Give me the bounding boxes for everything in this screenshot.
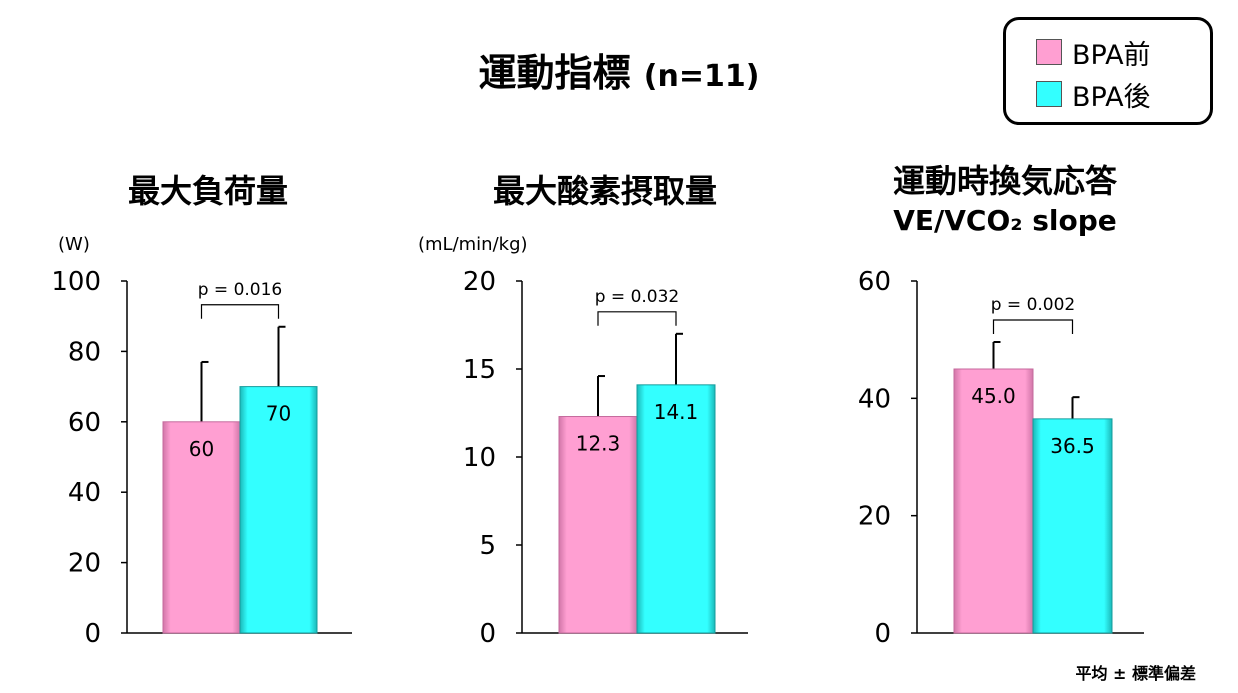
y-axis-label: (W) bbox=[58, 234, 90, 255]
legend-swatch-after bbox=[1036, 81, 1062, 107]
significance-bracket bbox=[992, 319, 1074, 335]
bar-value-label: 36.5 bbox=[1050, 434, 1095, 458]
footnote: 平均 ± 標準偏差 bbox=[1075, 664, 1196, 683]
p-value-label: p = 0.002 bbox=[991, 295, 1076, 315]
legend-label-before: BPA前 bbox=[1072, 39, 1151, 71]
y-tick-label: 15 bbox=[463, 355, 496, 385]
y-tick-label: 0 bbox=[479, 619, 496, 649]
p-value-label: p = 0.032 bbox=[595, 287, 680, 307]
main-title: 運動指標 (n=11) bbox=[0, 42, 1238, 97]
chart-title: 運動時換気応答 bbox=[893, 162, 1118, 200]
bar bbox=[1032, 418, 1113, 634]
y-tick-label: 20 bbox=[858, 502, 891, 532]
main-title-text: 運動指標 bbox=[478, 51, 631, 95]
y-tick-label: 80 bbox=[68, 337, 101, 367]
bar-value-label: 45.0 bbox=[971, 384, 1016, 408]
y-axis-label: (mL/min/kg) bbox=[418, 234, 528, 255]
y-tick-label: 60 bbox=[68, 408, 101, 438]
bar bbox=[953, 368, 1034, 634]
legend-item-after: BPA後 bbox=[1036, 76, 1151, 113]
y-tick-label: 10 bbox=[463, 443, 496, 473]
y-tick-label: 20 bbox=[463, 267, 496, 297]
legend-label-after: BPA後 bbox=[1072, 81, 1151, 113]
bar bbox=[636, 384, 716, 634]
significance-bracket bbox=[200, 304, 280, 319]
y-tick-label: 60 bbox=[858, 267, 891, 297]
sample-size: (n=11) bbox=[643, 59, 760, 94]
y-tick-label: 100 bbox=[51, 267, 101, 297]
legend: BPA前 BPA後 bbox=[1003, 17, 1213, 125]
significance-bracket bbox=[597, 311, 677, 326]
y-tick-label: 0 bbox=[874, 619, 891, 649]
chart-subtitle: VE/VCO₂ slope bbox=[893, 204, 1117, 237]
bar bbox=[162, 421, 241, 634]
bar-value-label: 70 bbox=[266, 402, 291, 426]
bar-value-label: 60 bbox=[189, 437, 214, 461]
y-tick-label: 20 bbox=[68, 549, 101, 579]
bar-value-label: 14.1 bbox=[654, 400, 699, 424]
chart-title: 最大酸素摂取量 bbox=[493, 172, 717, 210]
legend-item-before: BPA前 bbox=[1036, 34, 1151, 71]
chart-title: 最大負荷量 bbox=[128, 172, 288, 210]
bar bbox=[558, 416, 638, 634]
bar-value-label: 12.3 bbox=[576, 432, 621, 456]
y-tick-label: 5 bbox=[479, 531, 496, 561]
bar bbox=[239, 386, 318, 634]
p-value-label: p = 0.016 bbox=[198, 280, 283, 300]
legend-swatch-before bbox=[1036, 39, 1062, 65]
y-tick-label: 40 bbox=[68, 478, 101, 508]
y-tick-label: 40 bbox=[858, 384, 891, 414]
y-tick-label: 0 bbox=[84, 619, 101, 649]
